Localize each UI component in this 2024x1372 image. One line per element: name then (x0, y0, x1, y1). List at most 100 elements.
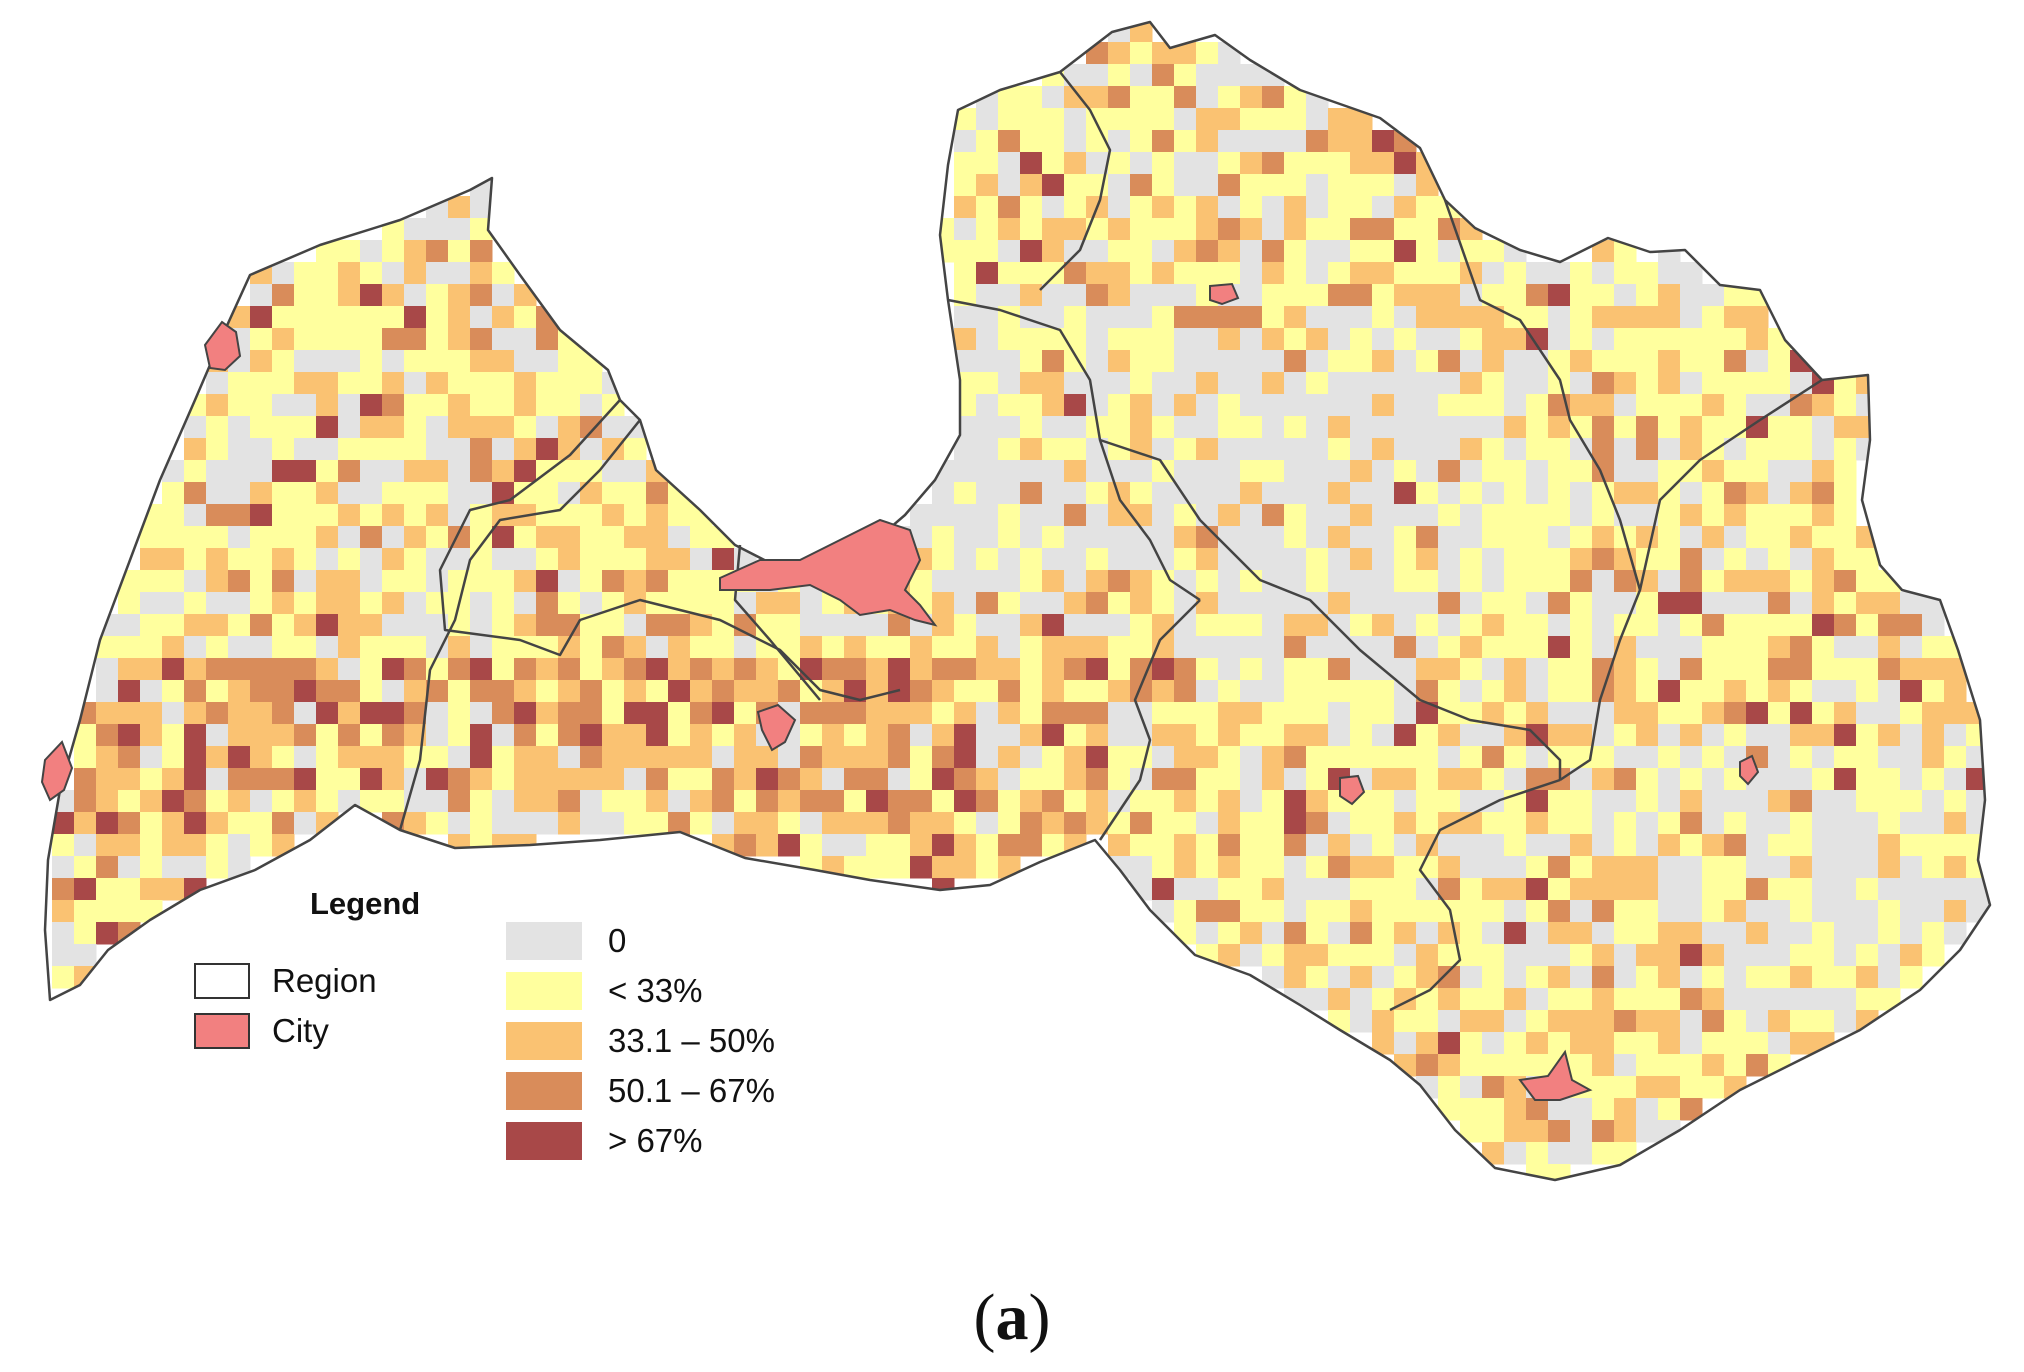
grid-cell (1196, 900, 1219, 923)
grid-cell (118, 724, 141, 747)
grid-cell (646, 658, 669, 681)
grid-cell (316, 592, 339, 615)
grid-cell (1790, 680, 1813, 703)
grid-cell (470, 394, 493, 417)
grid-cell (1438, 438, 1461, 461)
grid-cell (1680, 350, 1703, 373)
grid-cell (1504, 328, 1527, 351)
grid-cell (1108, 636, 1131, 659)
grid-cell (1504, 812, 1527, 835)
grid-cell (1306, 504, 1329, 527)
grid-cell (932, 592, 955, 615)
grid-cell (1548, 1142, 1571, 1165)
grid-cell (118, 614, 141, 637)
grid-cell (1790, 460, 1813, 483)
grid-cell (778, 768, 801, 791)
grid-cell (1636, 394, 1659, 417)
grid-cell (1526, 1054, 1549, 1077)
grid-cell (404, 636, 427, 659)
grid-cell (1064, 724, 1087, 747)
grid-cell (1350, 526, 1373, 549)
grid-cell (998, 130, 1021, 153)
grid-cell (1834, 856, 1857, 879)
grid-cell (1658, 262, 1681, 285)
grid-cell (1790, 438, 1813, 461)
grid-cell (1636, 526, 1659, 549)
grid-cell (1504, 526, 1527, 549)
grid-cell (646, 768, 669, 791)
grid-cell (1284, 680, 1307, 703)
grid-cell (668, 636, 691, 659)
grid-cell (1262, 152, 1285, 175)
grid-cell (1724, 438, 1747, 461)
grid-cell (1020, 350, 1043, 373)
grid-cell (1548, 900, 1571, 923)
grid-cell (1020, 724, 1043, 747)
grid-cell (1372, 812, 1395, 835)
grid-cell (1460, 658, 1483, 681)
grid-cell (1592, 966, 1615, 989)
grid-cell (1064, 196, 1087, 219)
grid-cell (162, 570, 185, 593)
grid-cell (1768, 1032, 1791, 1055)
grid-cell (1658, 1010, 1681, 1033)
grid-cell (1372, 548, 1395, 571)
grid-cell (1174, 702, 1197, 725)
grid-cell (492, 394, 515, 417)
grid-cell (338, 504, 361, 527)
grid-cell (1284, 482, 1307, 505)
grid-cell (1768, 856, 1791, 879)
grid-cell (1702, 482, 1725, 505)
grid-cell (360, 438, 383, 461)
grid-cell (1372, 966, 1395, 989)
grid-cell (712, 548, 735, 571)
grid-cell (514, 394, 537, 417)
grid-cell (1152, 768, 1175, 791)
grid-cell (228, 702, 251, 725)
grid-cell (470, 548, 493, 571)
grid-cell (822, 614, 845, 637)
grid-cell (646, 482, 669, 505)
grid-cell (1372, 1010, 1395, 1033)
grid-cell (1658, 526, 1681, 549)
grid-cell (470, 570, 493, 593)
grid-cell (1108, 482, 1131, 505)
grid-cell (1196, 812, 1219, 835)
grid-cell (1284, 372, 1307, 395)
grid-cell (602, 482, 625, 505)
grid-cell (976, 130, 999, 153)
grid-cell (1680, 922, 1703, 945)
grid-cell (294, 658, 317, 681)
grid-cell (998, 394, 1021, 417)
grid-cell (1108, 724, 1131, 747)
grid-cell (1416, 702, 1439, 725)
grid-cell (1724, 834, 1747, 857)
grid-cell (1548, 1120, 1571, 1143)
grid-cell (1328, 372, 1351, 395)
grid-cell (1372, 218, 1395, 241)
grid-cell (1086, 614, 1109, 637)
grid-cell (1614, 900, 1637, 923)
grid-cell (1526, 1142, 1549, 1165)
grid-cell (184, 658, 207, 681)
grid-cell (1768, 922, 1791, 945)
grid-cell (1350, 284, 1373, 307)
grid-cell (1284, 790, 1307, 813)
grid-cell (1372, 460, 1395, 483)
city-polygon-2 (203, 320, 242, 372)
grid-cell (492, 636, 515, 659)
grid-cell (206, 768, 229, 791)
grid-cell (1064, 548, 1087, 571)
grid-cell (1680, 1010, 1703, 1033)
grid-cell (1614, 878, 1637, 901)
grid-cell (734, 702, 757, 725)
grid-cell (426, 262, 449, 285)
grid-cell (1152, 812, 1175, 835)
grid-cell (888, 790, 911, 813)
grid-cell (1570, 680, 1593, 703)
grid-cell (1526, 658, 1549, 681)
grid-cell (1372, 900, 1395, 923)
grid-cell (1284, 702, 1307, 725)
figure-caption: (a) (0, 1280, 2024, 1356)
grid-cell (1240, 922, 1263, 945)
